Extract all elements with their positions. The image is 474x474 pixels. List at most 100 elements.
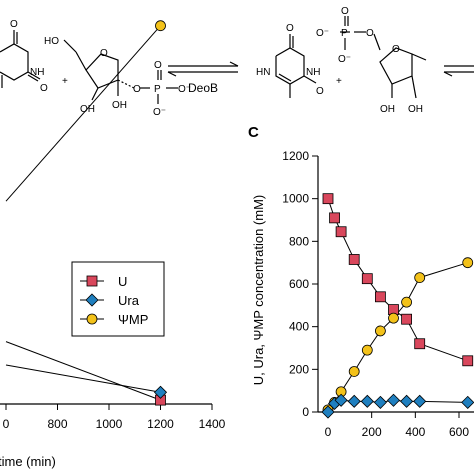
panel-c-line-u bbox=[327, 198, 468, 362]
product-uracil bbox=[275, 34, 317, 98]
panel-c-point-u bbox=[322, 193, 334, 205]
panel-c-x-tick-label: 600 bbox=[449, 425, 469, 439]
panel-b-x-tick-label: 800 bbox=[47, 417, 67, 431]
panel-b-markers bbox=[153, 20, 168, 406]
panel-c-point-psimp bbox=[361, 344, 373, 356]
panel-b-x-tick-label: 1000 bbox=[96, 417, 123, 431]
panel-b-x-tick-label: 1200 bbox=[147, 417, 174, 431]
legend-entry-ura: Ura bbox=[80, 293, 140, 308]
panel-c-point-psimp bbox=[388, 312, 399, 324]
panel-b-legend: U Ura ΨMP bbox=[71, 261, 165, 337]
panel-c-point-psimp bbox=[401, 296, 413, 308]
p2-oh-2: OH bbox=[408, 104, 423, 115]
panel-c-x-tick-label: 0 bbox=[325, 425, 332, 439]
panel-c-y-tick-label: 600 bbox=[289, 277, 309, 291]
panel-c-point-ura bbox=[461, 395, 474, 409]
panel-c-point-ura bbox=[413, 394, 427, 408]
legend-psimp-circle-marker bbox=[86, 313, 98, 325]
panel-b-line-psimp bbox=[5, 25, 161, 202]
r2-oh-2: OH bbox=[112, 100, 127, 111]
second-arrow bbox=[443, 65, 474, 77]
panel-c-y-tick-label: 0 bbox=[302, 405, 309, 419]
reaction-scheme: O NH O + HO O OH OH O P O O⁻ O⁻ bbox=[0, 6, 474, 118]
panel-c-point-psimp bbox=[462, 257, 474, 269]
p2-p-o-top: O bbox=[341, 6, 349, 17]
panel-c-y-tick-label: 800 bbox=[289, 234, 309, 248]
panel-c-point-ura bbox=[347, 394, 361, 408]
panel-c-markers bbox=[321, 193, 474, 419]
panel-b-x-tick-label: 1400 bbox=[199, 417, 226, 431]
panel-c-point-u bbox=[361, 273, 373, 285]
panel-c-point-u bbox=[401, 313, 413, 325]
panel-b-x-ticks: 0 800 1000 1200 1400 bbox=[3, 404, 226, 431]
panel-c-y-axis-label: U, Ura, ΨMP concentration (mM) bbox=[251, 195, 266, 386]
panel-c-y-tick-label: 1000 bbox=[282, 192, 309, 206]
panel-b-line-ura bbox=[5, 364, 161, 393]
panel-c-y-ticks: 0 200 400 600 800 1000 1200 bbox=[282, 149, 318, 419]
reactant-uracil-left bbox=[0, 30, 41, 88]
panel-c-point-u bbox=[462, 355, 474, 367]
p2-bridge-o: O bbox=[366, 28, 374, 39]
panel-c-point-psimp bbox=[348, 366, 360, 377]
plus-sign-1: + bbox=[62, 76, 68, 87]
r2-o-minus-bottom: O⁻ bbox=[153, 107, 166, 118]
product-ribose-phosphate bbox=[340, 16, 427, 99]
p2-phosphorus: P bbox=[341, 28, 348, 39]
panel-b-x-tick-label: 0 bbox=[3, 417, 10, 431]
reactant-ribose-phosphate bbox=[63, 39, 178, 104]
legend-entry-u: U bbox=[80, 274, 127, 289]
panel-c-line-psimp bbox=[327, 262, 468, 411]
panel-b-point-psimp bbox=[155, 20, 166, 32]
panel-c-chart: C U, Ura, ΨMP concentration (mM) 0 200 400… bbox=[248, 124, 474, 439]
panel-c-point-u bbox=[374, 291, 386, 303]
panel-c-x-tick-label: 400 bbox=[405, 425, 425, 439]
legend-u-square-marker bbox=[86, 275, 98, 287]
panel-c-point-psimp bbox=[374, 325, 386, 337]
r2-o-minus-right: O⁻ bbox=[178, 84, 191, 95]
panel-c-point-ura bbox=[360, 394, 374, 408]
panel-c-point-ura bbox=[400, 394, 414, 408]
panel-c-point-u bbox=[329, 212, 340, 224]
r1-o-right: O bbox=[40, 83, 48, 94]
r1-nh: NH bbox=[30, 67, 44, 78]
r2-p-o-top: O bbox=[154, 60, 162, 71]
plus-sign-2: + bbox=[336, 76, 342, 87]
panel-c-y-tick-label: 400 bbox=[289, 320, 309, 334]
p1-nh: NH bbox=[306, 67, 320, 78]
r2-ho: HO bbox=[44, 36, 59, 47]
r2-phosphorus: P bbox=[154, 84, 161, 95]
panel-c-y-tick-label: 1200 bbox=[282, 149, 309, 163]
panel-b-series-lines bbox=[5, 25, 161, 401]
p1-o-right: O bbox=[316, 86, 324, 97]
panel-c-point-ura bbox=[334, 393, 348, 407]
panel-b-line-u bbox=[5, 341, 161, 401]
legend-psimp-label: ΨMP bbox=[118, 312, 148, 327]
legend-entry-psimp: ΨMP bbox=[80, 312, 148, 327]
legend-u-label: U bbox=[118, 274, 127, 289]
panel-c-point-u bbox=[414, 338, 426, 350]
panel-c-point-ura bbox=[386, 393, 401, 407]
p1-o-top: O bbox=[286, 23, 294, 34]
equilibrium-arrows bbox=[167, 61, 239, 77]
panel-b-point-ura bbox=[153, 385, 168, 399]
panel-b-chart: 0 800 1000 1200 1400 time (min) U Ura ΨMP bbox=[0, 20, 226, 469]
p2-o-minus-left: O⁻ bbox=[316, 28, 329, 39]
legend-ura-diamond-marker bbox=[85, 293, 99, 307]
legend-ura-label: Ura bbox=[118, 293, 140, 308]
p2-ring-o: O bbox=[392, 44, 400, 55]
panel-c-point-ura bbox=[373, 395, 387, 409]
r2-oh-1: OH bbox=[80, 104, 95, 115]
panel-c-y-tick-label: 200 bbox=[289, 362, 309, 376]
panel-c-label: C bbox=[248, 124, 259, 141]
panel-c-point-psimp bbox=[414, 272, 426, 284]
panel-c-point-u bbox=[335, 226, 347, 238]
r1-o-top: O bbox=[10, 19, 18, 30]
p2-oh-1: OH bbox=[380, 104, 395, 115]
panel-c-point-u bbox=[348, 254, 360, 265]
panel-b-x-axis-label: time (min) bbox=[0, 454, 56, 469]
panel-c-x-tick-label: 200 bbox=[362, 425, 382, 439]
enzyme-label: DeoB bbox=[188, 81, 218, 95]
p2-o-minus-bottom: O⁻ bbox=[338, 54, 351, 65]
p1-hn: HN bbox=[256, 67, 270, 78]
